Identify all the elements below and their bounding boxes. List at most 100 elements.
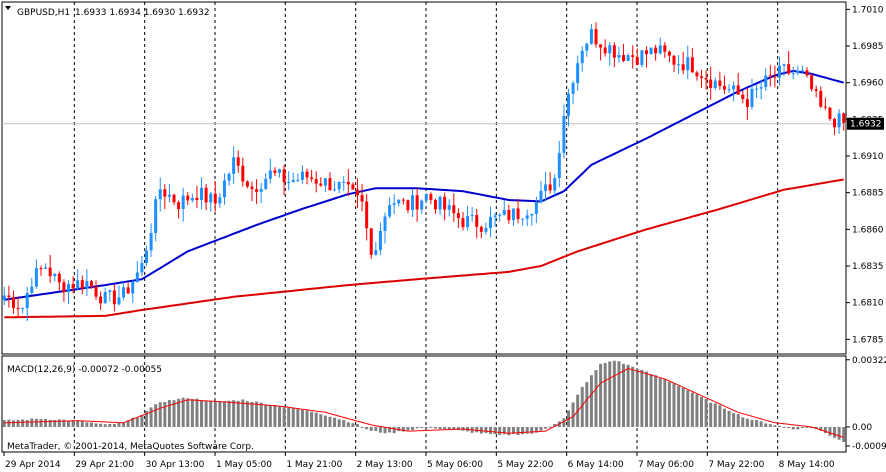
- bull-candle: [466, 216, 470, 228]
- bull-candle: [608, 45, 612, 54]
- time-axis-label: 2 May 13:00: [357, 460, 413, 470]
- macd-bar: [516, 426, 520, 436]
- macd-bar: [672, 383, 676, 427]
- bull-candle: [493, 215, 497, 217]
- macd-bar: [232, 400, 236, 427]
- bull-candle: [218, 197, 222, 204]
- macd-bar: [649, 374, 653, 427]
- bull-candle: [76, 280, 80, 289]
- macd-bar: [594, 370, 598, 427]
- macd-bar: [360, 426, 364, 428]
- bull-candle: [796, 70, 800, 74]
- macd-bar: [603, 363, 607, 427]
- bear-candle: [186, 195, 190, 201]
- macd-bar: [741, 417, 745, 427]
- bull-candle: [333, 189, 337, 191]
- bull-candle: [25, 293, 29, 309]
- price-axis-label: 1.6810: [852, 299, 884, 309]
- current-price-tag: [847, 117, 884, 130]
- macd-bar: [323, 415, 327, 427]
- bull-candle: [259, 188, 263, 192]
- bear-candle: [429, 194, 433, 200]
- macd-bar: [200, 400, 204, 427]
- time-axis-label: 5 May 06:00: [427, 460, 483, 470]
- macd-bar: [433, 426, 437, 429]
- bull-candle: [378, 230, 382, 251]
- bear-candle: [401, 199, 405, 201]
- macd-bar: [2, 420, 6, 427]
- bear-candle: [415, 195, 419, 210]
- bear-candle: [48, 267, 52, 277]
- moving-average-fast: [4, 69, 844, 301]
- macd-bar: [640, 369, 644, 427]
- bull-candle: [167, 194, 171, 197]
- macd-bar: [759, 421, 763, 427]
- bear-candle: [172, 194, 176, 203]
- bull-candle: [30, 286, 34, 294]
- bear-candle: [369, 228, 373, 255]
- macd-bar: [126, 420, 130, 427]
- bear-candle: [89, 281, 93, 287]
- macd-label: MACD(12,26,9) -0.00072 -0.00055: [7, 365, 162, 375]
- macd-bar: [580, 386, 584, 427]
- price-axis-label: 1.6785: [852, 335, 884, 345]
- moving-average-slow: [4, 178, 844, 319]
- macd-bar: [718, 405, 722, 427]
- bull-candle: [498, 214, 502, 216]
- macd-bar: [236, 400, 240, 427]
- ohlc-values: 1.6933 1.6934 1.6930 1.6932: [75, 8, 210, 18]
- time-axis-label: 29 Apr 2014: [5, 460, 61, 470]
- macd-bar: [369, 426, 373, 431]
- bear-candle: [475, 215, 479, 227]
- macd-bar: [764, 423, 768, 427]
- macd-bar: [411, 426, 415, 430]
- macd-bar: [140, 415, 144, 427]
- bear-candle: [667, 51, 671, 56]
- bull-candle: [296, 179, 300, 181]
- bear-candle: [328, 178, 332, 191]
- bear-candle: [80, 280, 84, 289]
- bear-candle: [631, 55, 635, 58]
- macd-bar: [548, 426, 552, 428]
- bear-candle: [250, 186, 254, 190]
- macd-bar: [823, 426, 827, 434]
- bull-candle: [122, 287, 126, 298]
- macd-bar: [291, 407, 295, 427]
- macd-bar: [562, 418, 566, 427]
- bull-candle: [837, 113, 841, 128]
- current-price-value: 1.6932: [850, 120, 882, 130]
- bear-candle: [16, 307, 20, 309]
- bull-candle: [791, 73, 795, 75]
- bear-candle: [163, 189, 167, 197]
- macd-bar: [62, 419, 66, 427]
- macd-bar: [296, 409, 300, 427]
- time-axis-label: 5 May 22:00: [497, 460, 553, 470]
- macd-bar: [314, 412, 318, 427]
- macd-bar: [76, 420, 80, 427]
- macd-bar: [663, 379, 667, 427]
- bear-candle: [594, 29, 598, 45]
- macd-bar: [204, 401, 208, 427]
- macd-bar: [828, 426, 832, 436]
- bear-candle: [351, 184, 355, 190]
- macd-bar: [131, 417, 135, 427]
- bear-candle: [773, 76, 777, 78]
- bear-candle: [94, 286, 98, 297]
- time-axis-label: 7 May 22:00: [708, 460, 764, 470]
- macd-bar: [264, 404, 268, 427]
- macd-bar: [530, 426, 534, 434]
- collapse-arrow-icon[interactable]: [5, 6, 11, 10]
- macd-axis-label: 0.00: [852, 423, 872, 433]
- bull-candle: [227, 173, 231, 181]
- macd-bar: [278, 406, 282, 427]
- bull-candle: [470, 215, 474, 217]
- time-axis-label: 30 Apr 13:00: [146, 460, 205, 470]
- bear-candle: [599, 44, 603, 48]
- macd-bar: [700, 396, 704, 427]
- macd-bar: [397, 426, 401, 432]
- macd-bar: [782, 426, 786, 428]
- macd-bar: [489, 426, 493, 435]
- bear-candle: [745, 99, 749, 107]
- macd-bar: [300, 409, 304, 427]
